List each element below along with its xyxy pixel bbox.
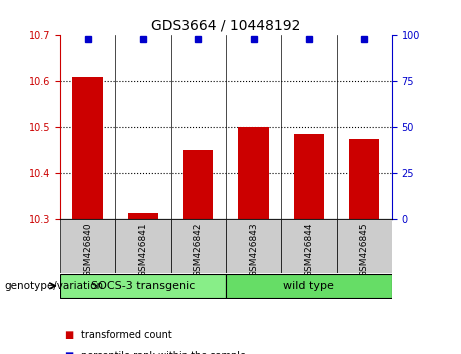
Text: wild type: wild type bbox=[284, 281, 334, 291]
Bar bbox=[294, 134, 324, 219]
Bar bbox=[226, 274, 392, 298]
Text: GSM426840: GSM426840 bbox=[83, 222, 92, 277]
Text: GSM426845: GSM426845 bbox=[360, 222, 369, 277]
Text: transformed count: transformed count bbox=[81, 330, 171, 339]
Bar bbox=[226, 219, 281, 273]
Title: GDS3664 / 10448192: GDS3664 / 10448192 bbox=[151, 19, 301, 33]
Bar bbox=[183, 150, 213, 219]
Bar bbox=[238, 127, 269, 219]
Text: GSM426843: GSM426843 bbox=[249, 222, 258, 277]
Text: GSM426841: GSM426841 bbox=[138, 222, 148, 277]
Text: GSM426842: GSM426842 bbox=[194, 222, 203, 276]
Bar bbox=[171, 219, 226, 273]
Text: percentile rank within the sample: percentile rank within the sample bbox=[81, 351, 246, 354]
Text: genotype/variation: genotype/variation bbox=[5, 281, 104, 291]
Text: GSM426844: GSM426844 bbox=[304, 222, 313, 276]
Bar bbox=[349, 139, 379, 219]
Bar bbox=[115, 219, 171, 273]
Bar bbox=[72, 77, 103, 219]
Bar bbox=[281, 219, 337, 273]
Text: SOCS-3 transgenic: SOCS-3 transgenic bbox=[91, 281, 195, 291]
Bar bbox=[337, 219, 392, 273]
Text: ■: ■ bbox=[65, 351, 74, 354]
Bar bbox=[60, 219, 115, 273]
Text: ■: ■ bbox=[65, 330, 74, 339]
Bar bbox=[60, 274, 226, 298]
Bar bbox=[128, 213, 158, 219]
